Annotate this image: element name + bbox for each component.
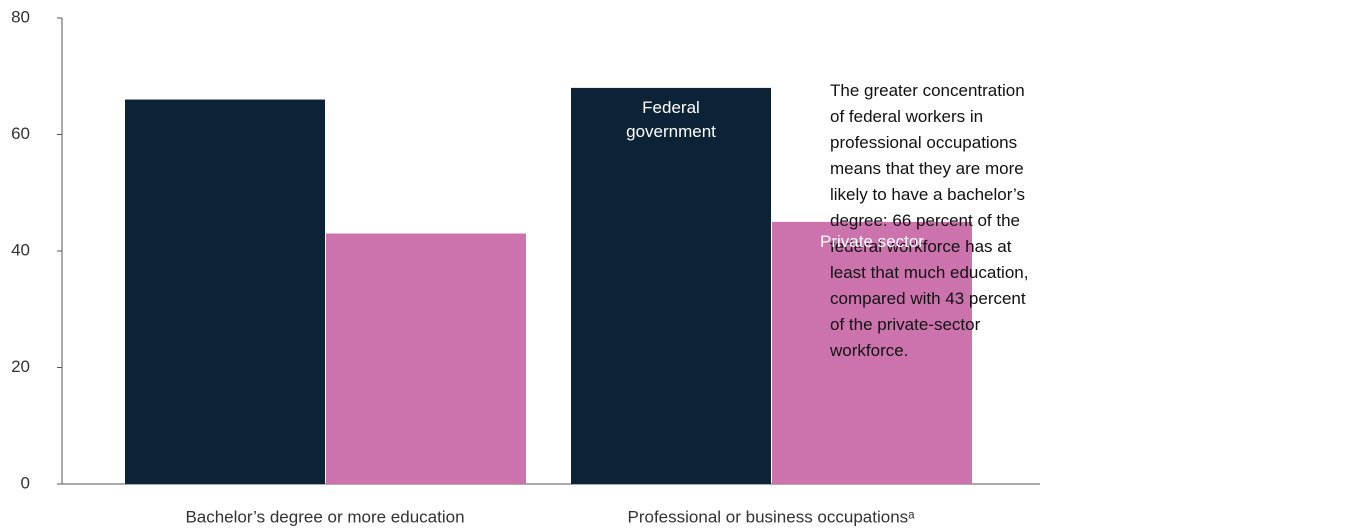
legend-label: Private sector — [820, 231, 924, 251]
bar — [125, 99, 325, 485]
y-tick-label: 60 — [11, 124, 30, 143]
bar — [326, 233, 526, 484]
x-tick-label: Bachelor’s degree or more education — [185, 507, 464, 526]
annotation: The greater concentration of federal wor… — [830, 81, 1029, 360]
bar — [571, 87, 771, 485]
y-tick-label: 20 — [11, 357, 30, 376]
bar — [772, 221, 972, 484]
y-tick-label: 80 — [11, 7, 30, 26]
y-tick-label: 40 — [11, 240, 30, 259]
x-tick-label: Professional or business occupationsᵃ — [628, 507, 916, 526]
legend-label: Federal government — [626, 97, 716, 141]
y-tick-label: 0 — [21, 473, 30, 492]
